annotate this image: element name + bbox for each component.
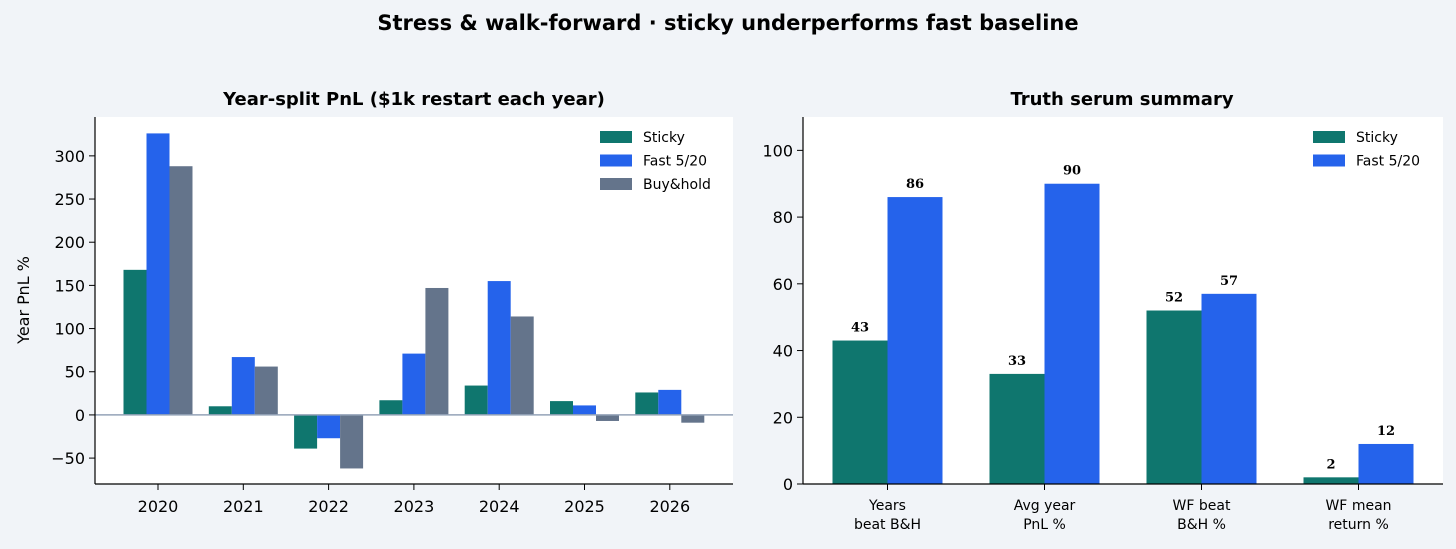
bar-buy-hold-2021: [254, 366, 278, 415]
pnl-legend: Sticky Fast 5/20 Buy&hold: [600, 130, 711, 193]
pnl-y-tick-label: 250: [54, 190, 85, 209]
bar-buy-hold-2025: [596, 414, 619, 421]
legend-label-buy-hold: Buy&hold: [643, 177, 711, 193]
bar-sticky-wf-beat-b-h: [1146, 310, 1202, 484]
pnl-y-tick-label: 0: [75, 406, 85, 425]
summary-y-tick-label: 100: [762, 141, 793, 160]
summary-x-tick-label: Avg year: [1014, 498, 1076, 514]
legend-swatch-fast-5-20: [1313, 154, 1345, 167]
bar-fast-5-20-2022: [317, 414, 341, 439]
pnl-chart: Year-split PnL ($1k restart each year) Y…: [14, 89, 733, 516]
bar-fast-5-20-wf-mean-return: [1358, 443, 1414, 484]
bar-sticky-2024: [464, 385, 488, 415]
pnl-x-tick-label: 2022: [308, 497, 349, 516]
bar-sticky-wf-mean-return: [1303, 477, 1359, 484]
pnl-x-tick-label: 2021: [223, 497, 264, 516]
pnl-x-tick-label: 2026: [649, 497, 690, 516]
figure-title: Stress & walk-forward · sticky underperf…: [377, 11, 1078, 35]
bar-fast-5-20-2021: [231, 357, 255, 415]
summary-x-tick-label: beat B&H: [854, 517, 921, 533]
summary-chart: Truth serum summary 43 33 52 2 86 90 57 12 0 20 4…: [762, 89, 1443, 533]
bar-sticky-2022: [294, 414, 318, 449]
bar-fast-5-20-2026: [658, 389, 682, 415]
pnl-y-tick-label: 100: [54, 320, 85, 339]
bar-fast-5-20-avg-year-pnl: [1044, 183, 1100, 484]
bar-sticky-2025: [550, 401, 573, 415]
pnl-axes: −50 0 50 100 150 200 250 300 2020 2021 2022 2023 202…: [51, 117, 733, 516]
summary-x-tick-label: PnL %: [1023, 517, 1066, 533]
bar-buy-hold-2020: [169, 166, 193, 415]
bar-buy-hold-2022: [340, 414, 364, 469]
bar-fast-5-20-2020: [146, 133, 170, 415]
value-label-sticky: 52: [1165, 291, 1183, 306]
bar-sticky-2023: [379, 400, 403, 415]
summary-legend: Sticky Fast 5/20: [1313, 130, 1420, 170]
pnl-x-tick-label: 2025: [564, 497, 605, 516]
bar-fast-5-20-years-beat-b-h: [887, 197, 943, 484]
pnl-x-tick-label: 2023: [394, 497, 435, 516]
summary-y-tick-label: 0: [783, 475, 793, 494]
summary-y-tick-label: 20: [773, 408, 793, 427]
legend-label-fast-5-20: Fast 5/20: [643, 154, 707, 170]
pnl-x-tick-label: 2020: [138, 497, 179, 516]
summary-x-tick-label: WF mean: [1325, 498, 1391, 514]
legend-label-sticky: Sticky: [1356, 130, 1398, 146]
legend-swatch-buy-hold: [600, 178, 632, 190]
summary-x-tick-label: B&H %: [1177, 517, 1226, 533]
bar-buy-hold-2026: [681, 414, 705, 423]
bar-sticky-2020: [123, 269, 147, 415]
legend-swatch-sticky: [600, 131, 632, 143]
value-label-fast-5-20: 57: [1220, 274, 1238, 289]
summary-x-tick-label: return %: [1328, 517, 1389, 533]
value-label-fast-5-20: 86: [906, 177, 924, 192]
summary-x-tick-label: Years: [868, 498, 906, 514]
pnl-chart-title: Year-split PnL ($1k restart each year): [222, 89, 605, 110]
pnl-y-tick-label: −50: [51, 449, 85, 468]
legend-swatch-fast-5-20: [600, 154, 632, 167]
bar-fast-5-20-wf-beat-b-h: [1201, 293, 1257, 484]
pnl-y-tick-label: 300: [54, 147, 85, 166]
value-label-fast-5-20: 12: [1377, 424, 1395, 439]
bar-fast-5-20-2023: [402, 353, 426, 415]
legend-label-fast-5-20: Fast 5/20: [1356, 154, 1420, 170]
bar-fast-5-20-2024: [487, 281, 511, 415]
bar-fast-5-20-2025: [573, 405, 596, 415]
legend-swatch-sticky: [1313, 131, 1345, 143]
value-label-fast-5-20: 90: [1063, 164, 1081, 179]
value-label-sticky: 33: [1008, 354, 1026, 369]
bar-sticky-2026: [635, 392, 659, 415]
bar-sticky-avg-year-pnl: [989, 373, 1045, 484]
summary-y-tick-label: 40: [773, 342, 793, 361]
pnl-y-tick-label: 150: [54, 276, 85, 295]
summary-bars: 43 33 52 2 86 90 57 12: [832, 164, 1414, 484]
bar-buy-hold-2023: [425, 287, 449, 415]
pnl-y-tick-label: 200: [54, 233, 85, 252]
summary-x-tick-label: WF beat: [1173, 498, 1231, 514]
pnl-x-tick-label: 2024: [479, 497, 520, 516]
value-label-sticky: 43: [851, 321, 869, 336]
summary-axes: 0 20 40 60 80 100 Years beat B&H Avg year PnL % WF…: [762, 117, 1443, 533]
summary-y-tick-label: 80: [773, 208, 793, 227]
bar-buy-hold-2024: [510, 316, 534, 415]
summary-chart-title: Truth serum summary: [1010, 89, 1233, 110]
legend-label-sticky: Sticky: [643, 130, 685, 146]
value-label-sticky: 2: [1326, 457, 1335, 472]
pnl-bars: [123, 133, 705, 469]
pnl-y-axis-label: Year PnL %: [14, 256, 33, 345]
summary-y-tick-label: 60: [773, 275, 793, 294]
pnl-y-tick-label: 50: [65, 363, 85, 382]
bar-sticky-years-beat-b-h: [832, 340, 888, 484]
bar-sticky-2021: [208, 406, 232, 415]
